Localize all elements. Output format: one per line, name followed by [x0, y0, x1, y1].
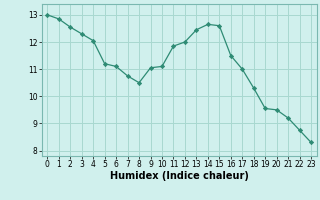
- X-axis label: Humidex (Indice chaleur): Humidex (Indice chaleur): [110, 171, 249, 181]
